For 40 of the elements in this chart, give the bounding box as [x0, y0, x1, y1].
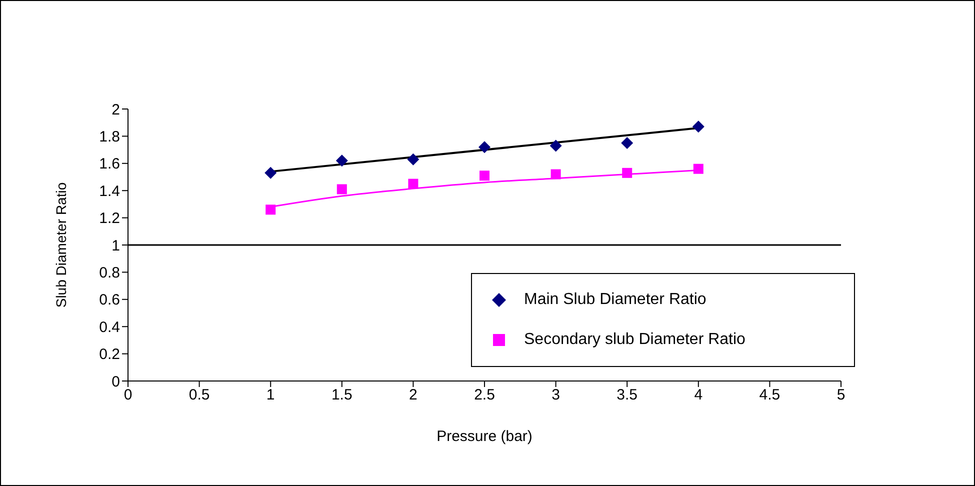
point — [266, 204, 276, 215]
y-tick-label: 1.2 — [99, 210, 120, 228]
y-tick-label: 2 — [112, 101, 120, 118]
y-tick-label: 1 — [112, 237, 120, 254]
y-axis-title: Slub Diameter Ratio — [52, 182, 69, 308]
x-axis-title: Pressure (bar) — [436, 428, 532, 445]
point — [264, 166, 277, 179]
point — [478, 141, 490, 154]
y-tick-label: 1.6 — [99, 156, 120, 173]
x-tick-label: 4 — [694, 386, 703, 404]
x-tick-label: 0.5 — [188, 386, 210, 404]
x-tick-label: 2.5 — [474, 386, 495, 404]
point — [336, 184, 347, 194]
x-tick-label: 1.5 — [331, 386, 352, 404]
y-tick-label: 1.4 — [99, 182, 120, 200]
y-tick-label: 0.8 — [99, 264, 120, 282]
y-tick-label: 0.4 — [99, 318, 120, 336]
y-tick-label: 1.8 — [99, 128, 120, 146]
x-tick-label: 5 — [836, 386, 846, 404]
y-tick-label: 0.2 — [99, 346, 120, 364]
x-tick-label: 3.5 — [616, 386, 638, 404]
point — [550, 140, 562, 152]
x-tick-label: 3 — [552, 386, 560, 404]
point — [621, 137, 634, 149]
x-tick-label: 1 — [266, 386, 275, 404]
point — [408, 178, 418, 189]
point — [692, 120, 704, 133]
legend-label: Secondary slub Diameter Ratio — [524, 331, 746, 349]
x-tick-label: 0 — [124, 386, 132, 404]
point — [336, 154, 348, 167]
legend-label: Main Slub Diameter Ratio — [524, 291, 706, 309]
x-tick-label: 4.5 — [759, 386, 780, 404]
point — [693, 164, 704, 174]
y-tick-label: 0 — [112, 373, 120, 390]
point — [622, 168, 632, 178]
x-tick-label: 2 — [409, 386, 418, 404]
point — [407, 153, 420, 166]
y-tick-label: 0.6 — [99, 292, 120, 309]
point — [550, 169, 561, 180]
point — [480, 170, 490, 181]
